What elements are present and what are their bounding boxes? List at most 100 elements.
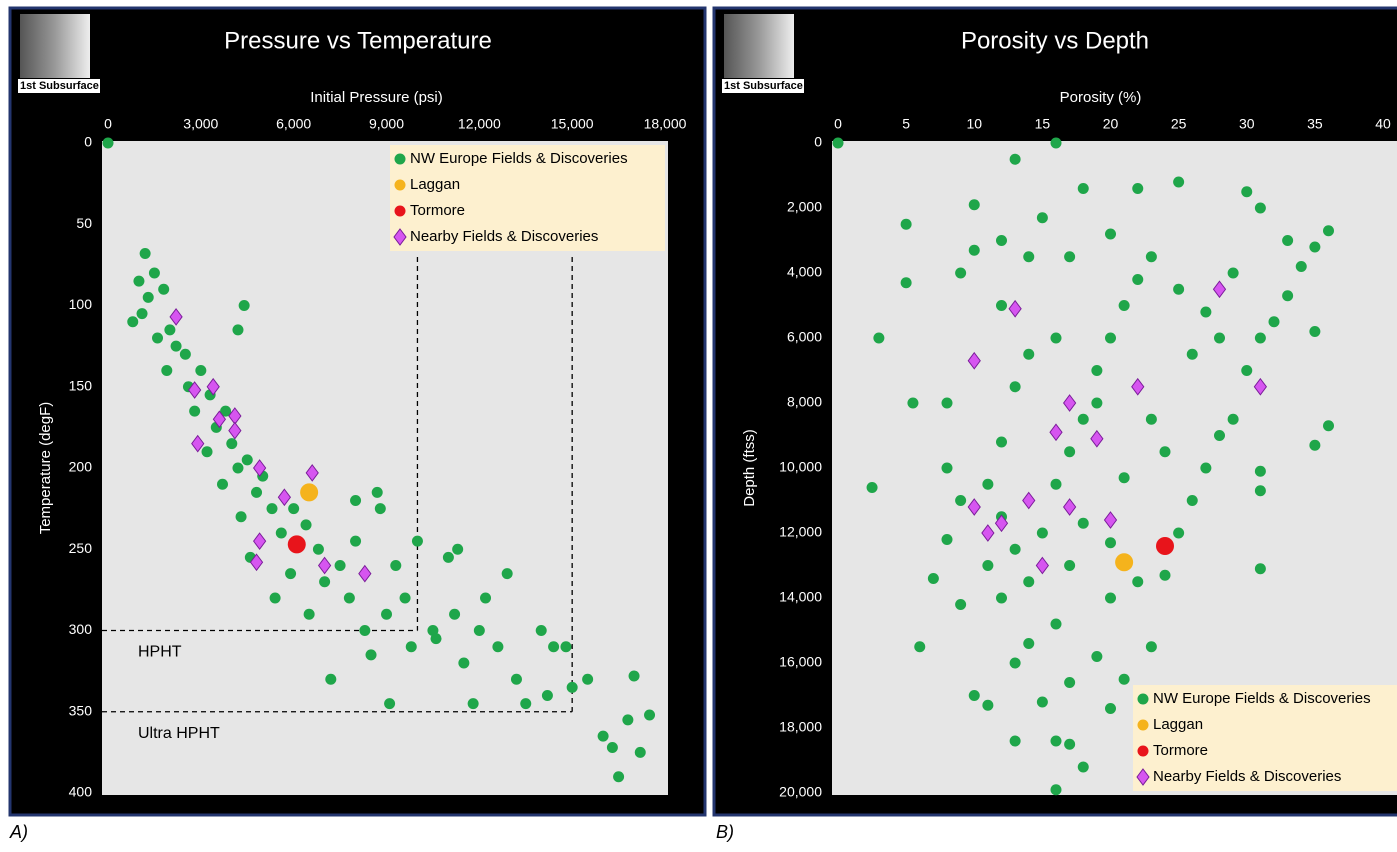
x-tick-label: 0 [834, 116, 842, 132]
point-marker [1282, 290, 1294, 302]
diamond-marker [188, 381, 202, 399]
y-tick-label: 300 [69, 621, 93, 637]
markers [832, 137, 1334, 796]
point-marker [201, 446, 213, 458]
diamond-marker [1063, 498, 1077, 516]
point-marker [1105, 228, 1116, 240]
point-marker [1023, 638, 1035, 649]
y-tick-label: 0 [814, 134, 822, 150]
y-tick-label: 8,000 [787, 394, 822, 410]
point-marker [411, 535, 423, 547]
point-marker [384, 698, 396, 710]
x-axis-title: Porosity (%) [1060, 89, 1142, 106]
point-marker [350, 495, 362, 506]
point-marker [613, 771, 625, 783]
point-marker [1105, 332, 1116, 344]
point-marker [968, 690, 980, 701]
point-marker [300, 519, 312, 531]
point-marker [142, 291, 154, 303]
point-marker [1091, 397, 1103, 409]
logo-image [20, 14, 90, 78]
point-marker [1159, 569, 1171, 581]
point-marker [1159, 446, 1171, 458]
point-marker [343, 592, 355, 604]
point-marker [127, 316, 139, 328]
point-marker [1137, 693, 1149, 705]
point-marker [955, 599, 967, 610]
point-marker [1064, 446, 1076, 458]
point-marker [365, 649, 377, 661]
point-marker [1254, 485, 1266, 497]
y-tick-label: 100 [69, 296, 93, 312]
diamond-marker [1035, 556, 1049, 575]
diamond-marker [253, 459, 267, 477]
x-tick-label: 18,000 [644, 116, 687, 132]
point-marker [394, 179, 406, 191]
point-marker [148, 267, 160, 279]
point-marker [1077, 517, 1089, 529]
point-marker [566, 681, 578, 693]
legend-box [1133, 685, 1397, 791]
x-tick-label: 3,000 [183, 116, 218, 132]
x-tick-label: 40 [1375, 116, 1391, 132]
point-marker [179, 348, 191, 360]
point-marker [232, 462, 244, 474]
point-marker [996, 436, 1007, 448]
point-marker [458, 657, 470, 669]
point-marker [1132, 274, 1144, 285]
diamond-marker [1136, 768, 1150, 786]
y-tick-label: 14,000 [779, 589, 822, 605]
point-marker [501, 568, 513, 580]
x-tick-label: 6,000 [276, 116, 311, 132]
diamond-marker [967, 498, 981, 516]
point-marker [622, 714, 634, 726]
point-marker [1173, 527, 1185, 539]
point-marker [510, 673, 522, 685]
point-marker [1036, 212, 1048, 224]
point-marker [251, 486, 263, 498]
y-axis-title: Temperature (degF) [37, 402, 54, 535]
x-axis-title: Initial Pressure (psi) [310, 89, 443, 106]
point-marker [371, 486, 383, 498]
point-marker [955, 495, 967, 506]
point-marker [139, 248, 151, 259]
diamond-marker [169, 308, 183, 326]
legend-label: Tormore [410, 202, 465, 219]
point-marker [982, 560, 994, 571]
point-marker [982, 699, 994, 711]
point-marker [968, 244, 980, 256]
diamond-marker [1022, 491, 1036, 510]
point-marker [1023, 348, 1035, 360]
point-marker [634, 746, 646, 758]
diamond-marker [1253, 377, 1267, 396]
x-tick-label: 30 [1239, 116, 1255, 132]
point-marker [1200, 306, 1212, 318]
diamond-marker [228, 421, 242, 440]
point-marker [449, 608, 461, 620]
point-marker [312, 543, 324, 555]
diamond-marker [249, 553, 264, 572]
y-tick-label: 6,000 [787, 329, 822, 345]
point-marker [1214, 430, 1225, 441]
point-marker [374, 503, 386, 515]
point-marker [473, 625, 485, 636]
point-marker [1200, 462, 1212, 474]
y-tick-label: 250 [69, 540, 93, 556]
y-tick-label: 400 [69, 784, 93, 800]
diamond-marker [1131, 377, 1145, 396]
point-marker [480, 592, 492, 604]
point-marker [520, 698, 532, 710]
point-marker [394, 153, 406, 165]
point-marker [232, 324, 244, 336]
point-marker [235, 511, 247, 523]
point-marker [158, 283, 170, 295]
point-marker [941, 534, 953, 545]
diamond-marker [206, 377, 220, 396]
point-marker [1050, 137, 1062, 149]
point-marker [1036, 527, 1048, 539]
point-marker [452, 543, 464, 555]
point-marker [195, 365, 207, 376]
point-marker [164, 324, 176, 336]
diamond-marker [191, 434, 205, 453]
